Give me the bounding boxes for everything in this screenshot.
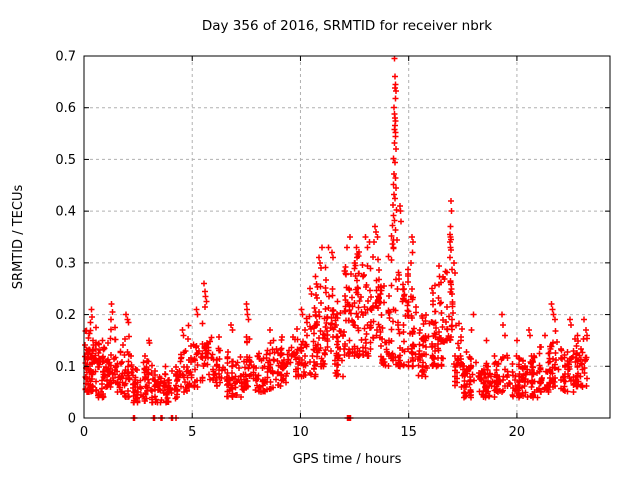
x-tick-labels: 0 5 10 15 20 <box>80 425 525 440</box>
y-tick-label: 0 <box>68 412 76 427</box>
x-tick-label: 5 <box>188 425 196 440</box>
plot-border <box>83 55 611 419</box>
y-tick-label: 0.6 <box>55 101 76 116</box>
y-tick-label: 0.7 <box>55 50 76 65</box>
y-axis-label: SRMTID / TECUs <box>11 185 26 290</box>
y-tick-label: 0.3 <box>55 256 76 271</box>
x-tick-label: 20 <box>509 425 526 440</box>
y-tick-label: 0.5 <box>55 153 76 168</box>
y-tick-labels: 0 0.1 0.2 0.3 0.4 0.5 0.6 0.7 <box>55 50 76 427</box>
axis-ticks <box>83 55 610 419</box>
x-tick-label: 0 <box>80 425 88 440</box>
x-tick-label: 15 <box>400 425 417 440</box>
x-tick-label: 10 <box>292 425 309 440</box>
y-tick-label: 0.4 <box>55 205 76 220</box>
x-axis-label: GPS time / hours <box>293 452 402 467</box>
y-tick-label: 0.1 <box>55 360 76 375</box>
scatter-points <box>82 55 590 421</box>
chart-title: Day 356 of 2016, SRMTID for receiver nbr… <box>202 18 492 34</box>
y-tick-label: 0.2 <box>55 308 76 323</box>
